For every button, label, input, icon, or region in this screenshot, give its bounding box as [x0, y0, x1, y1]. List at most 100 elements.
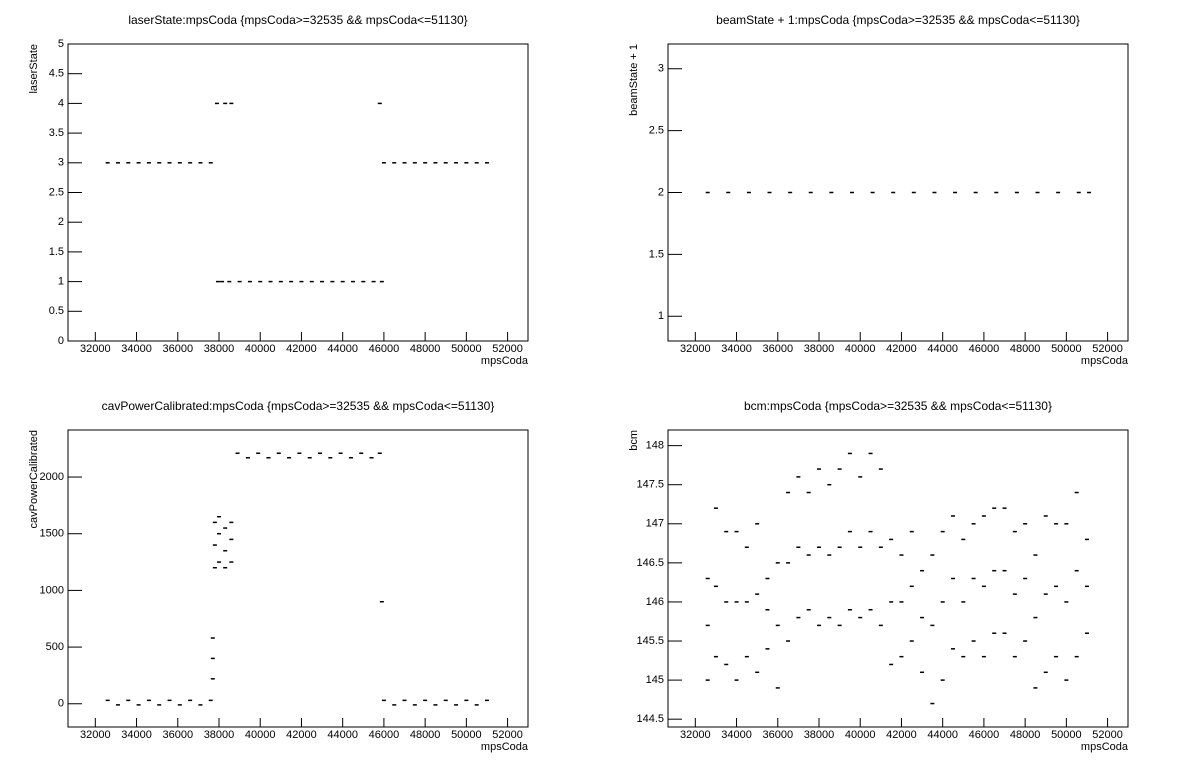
data-point [940, 679, 945, 681]
data-point [216, 515, 221, 518]
x-tick-label: 38000 [204, 729, 235, 741]
data-point [229, 538, 234, 541]
y-axis-label: bcm [628, 430, 640, 451]
data-point [412, 162, 417, 164]
data-point [216, 532, 221, 535]
y-tick-label: 2.5 [49, 186, 64, 198]
data-point [827, 616, 832, 619]
x-axis-label: mpsCoda [481, 355, 529, 367]
data-point [318, 452, 323, 454]
data-point [1084, 585, 1089, 588]
data-point [920, 616, 925, 619]
x-tick-label: 50000 [1051, 343, 1082, 355]
chart-panel: beamState + 1:mpsCoda {mpsCoda>=32535 &&… [628, 13, 1129, 367]
data-point [734, 679, 739, 681]
data-point [992, 507, 997, 509]
x-tick-label: 50000 [1051, 729, 1082, 741]
x-tick-label: 38000 [804, 343, 835, 355]
data-point [1002, 632, 1007, 634]
data-point [765, 648, 770, 650]
data-point [423, 162, 428, 164]
y-tick-label: 3.5 [49, 127, 64, 139]
x-tick-label: 46000 [969, 729, 1000, 741]
y-tick-label: 3 [58, 157, 64, 169]
data-point [167, 162, 172, 164]
data-point [157, 162, 162, 164]
data-point [214, 102, 219, 105]
data-point [235, 452, 240, 454]
x-tick-label: 34000 [121, 343, 152, 355]
data-point [868, 530, 873, 533]
y-tick-label: 1 [658, 310, 664, 322]
y-tick-label: 0 [58, 335, 64, 347]
data-point [1056, 191, 1061, 194]
data-point [891, 191, 896, 194]
data-point [402, 162, 407, 164]
data-point [1033, 616, 1038, 619]
data-point [1002, 507, 1007, 509]
data-point [909, 585, 914, 588]
x-tick-label: 40000 [845, 729, 876, 741]
x-tick-label: 44000 [327, 729, 358, 741]
data-point [1084, 538, 1089, 541]
y-tick-label: 2 [658, 186, 664, 198]
data-point [878, 624, 883, 627]
y-tick-label: 5 [58, 38, 64, 50]
data-point [775, 624, 780, 627]
data-point [212, 544, 217, 546]
data-point [258, 280, 263, 283]
x-tick-label: 44000 [327, 343, 358, 355]
data-point [1064, 679, 1069, 681]
data-point [796, 546, 801, 548]
data-point [775, 687, 780, 689]
data-point [705, 679, 710, 681]
y-tick-label: 1.5 [49, 246, 64, 258]
data-point [870, 191, 875, 194]
data-point [744, 601, 749, 603]
data-point [909, 640, 914, 642]
data-point [330, 280, 335, 283]
y-tick-label: 4 [58, 97, 64, 109]
data-point [971, 577, 976, 580]
y-tick-label: 1.5 [649, 248, 664, 260]
data-point [484, 699, 489, 702]
data-point [210, 657, 215, 660]
x-tick-label: 48000 [1010, 343, 1041, 355]
x-tick-label: 52000 [1092, 343, 1123, 355]
data-point [348, 457, 353, 459]
y-axis-label: cavPowerCalibrated [28, 430, 40, 528]
x-tick-label: 34000 [721, 343, 752, 355]
x-tick-label: 32000 [80, 729, 111, 741]
y-tick-label: 500 [46, 641, 64, 653]
data-point [208, 162, 213, 164]
data-point [837, 468, 842, 470]
x-tick-label: 40000 [245, 343, 276, 355]
data-point [392, 704, 397, 706]
data-point [950, 515, 955, 517]
data-point [775, 562, 780, 564]
data-point [1033, 554, 1038, 556]
data-point [377, 452, 382, 454]
x-axis-label: mpsCoda [1081, 355, 1129, 367]
chart-panel: bcm:mpsCoda {mpsCoda>=32535 && mpsCoda<=… [628, 399, 1129, 753]
data-point [210, 678, 215, 680]
data-point [713, 507, 718, 509]
data-point [1035, 191, 1040, 194]
data-point [816, 624, 821, 627]
data-point [177, 162, 182, 164]
y-tick-label: 2.5 [649, 125, 664, 137]
data-point [930, 624, 935, 627]
data-point [1033, 687, 1038, 689]
data-point [940, 601, 945, 603]
y-axis-label: beamState + 1 [628, 44, 640, 116]
data-point [806, 554, 811, 556]
data-point [338, 452, 343, 454]
data-point [909, 530, 914, 533]
data-point [350, 280, 355, 283]
data-point [755, 593, 760, 595]
data-point [806, 609, 811, 611]
data-point [767, 191, 772, 194]
data-point [796, 616, 801, 619]
data-point [381, 699, 386, 702]
data-point [1074, 491, 1079, 494]
